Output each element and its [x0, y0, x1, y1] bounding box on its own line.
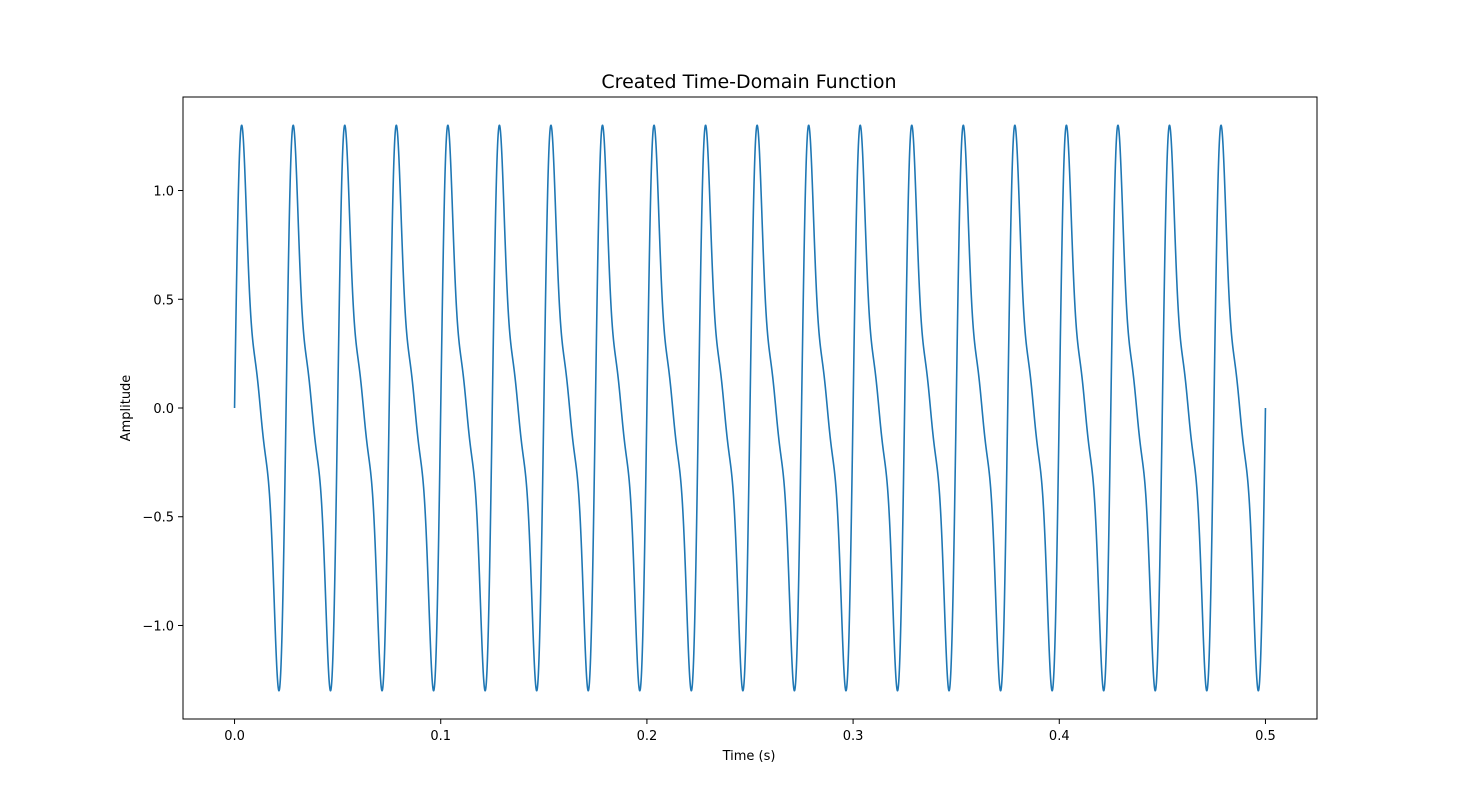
y-tick-label: 0.0 [153, 402, 174, 417]
x-tick-label: 0.5 [1255, 729, 1276, 744]
x-tick-label: 0.1 [430, 729, 451, 744]
series-line [233, 124, 1267, 692]
y-tick-label: −1.0 [142, 619, 174, 634]
x-axis: 0.0 0.1 0.2 0.3 0.4 0.5 [224, 719, 1276, 744]
y-tick-label: 0.5 [153, 293, 174, 308]
x-tick-label: 0.2 [637, 729, 658, 744]
y-tick-label: −0.5 [142, 511, 174, 526]
x-tick-label: 0.3 [843, 729, 864, 744]
x-axis-label: Time (s) [722, 749, 776, 764]
x-tick-label: 0.0 [224, 729, 245, 744]
x-tick-label: 0.4 [1049, 729, 1070, 744]
y-axis-label: Amplitude [119, 375, 134, 442]
y-axis: −1.0 −0.5 0.0 0.5 1.0 [142, 185, 183, 634]
chart-title: Created Time-Domain Function [601, 71, 896, 93]
plot-area [233, 124, 1267, 692]
y-tick-label: 1.0 [153, 185, 174, 200]
